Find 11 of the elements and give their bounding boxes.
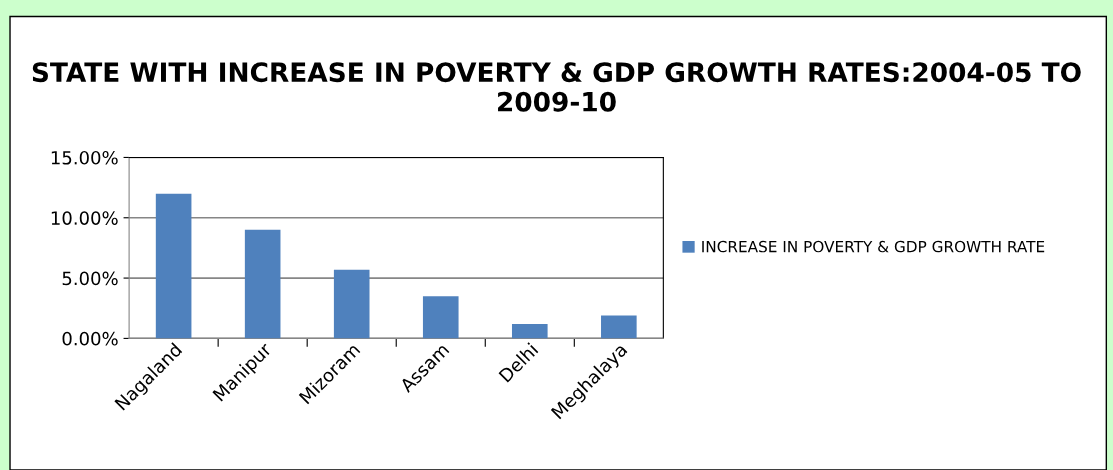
bar xyxy=(244,229,281,339)
bar xyxy=(155,193,192,339)
bar xyxy=(333,269,370,339)
y-tick-label: 5.00% xyxy=(62,271,118,286)
bar xyxy=(601,315,637,339)
y-tick-label: 15.00% xyxy=(51,150,118,165)
legend-label: INCREASE IN POVERTY & GDP GROWTH RATE xyxy=(702,240,1045,253)
bar xyxy=(422,296,459,339)
y-tick-label: 10.00% xyxy=(51,211,118,225)
bar xyxy=(511,323,548,339)
chart-title: STATE WITH INCREASE IN POVERTY & GDP GROWTH RATES:2004-05 TO 2009-10 xyxy=(32,62,1081,112)
